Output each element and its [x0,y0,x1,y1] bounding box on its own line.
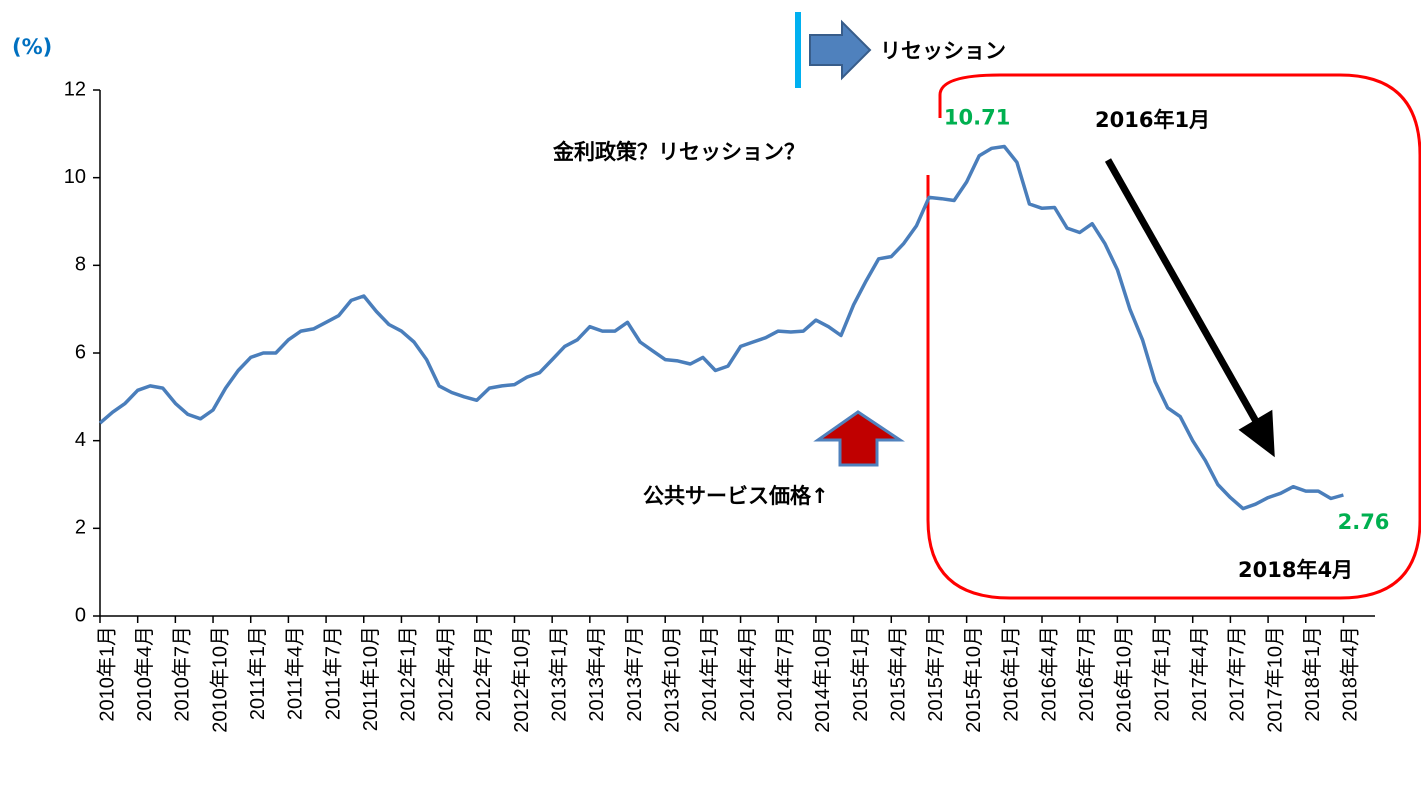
x-tick-label: 2015年10月 [962,626,985,733]
x-tick-label: 2010年7月 [171,626,194,722]
y-tick-label: 6 [75,341,86,363]
data-label: 2.76 [1338,510,1390,534]
data-label: 10.71 [944,106,1010,130]
x-tick-label: 2010年4月 [133,626,156,722]
x-tick-label: 2017年7月 [1226,626,1249,722]
x-tick-label: 2014年4月 [736,626,759,722]
x-tick-label: 2011年4月 [284,626,307,720]
x-tick-label: 2017年1月 [1150,626,1173,722]
up-arrow [813,410,905,467]
x-tick-label: 2011年7月 [321,626,344,720]
x-tick-label: 2012年7月 [472,626,495,722]
x-tick-label: 2016年10月 [1113,626,1136,733]
y-tick-label: 2 [75,517,86,539]
annotation: 2016年1月 [1095,108,1210,132]
y-tick-label: 0 [75,604,86,626]
x-tick-label: 2013年4月 [585,626,608,722]
trend-arrow-head [1238,409,1275,458]
x-tick-label: 2014年7月 [774,626,797,722]
x-tick-label: 2012年4月 [434,626,457,722]
x-tick-label: 2014年10月 [811,626,834,733]
x-tick-label: 2016年7月 [1075,626,1098,722]
x-tick-label: 2010年10月 [208,626,231,733]
x-tick-label: 2013年7月 [623,626,646,722]
x-tick-label: 2018年4月 [1339,626,1362,722]
x-tick-label: 2013年1月 [547,626,570,722]
recession-bar [795,12,801,88]
x-tick-label: 2012年10月 [510,626,533,733]
annotation: リセッション [880,39,1006,63]
x-tick-label: 2016年1月 [1000,626,1023,722]
y-axis-label: (%) [12,35,52,59]
x-tick-label: 2017年10月 [1263,626,1286,733]
highlight-box [926,73,1421,600]
y-tick-label: 10 [64,166,86,188]
y-tick-label: 8 [75,254,86,276]
annotation: 2018年4月 [1238,558,1353,582]
x-tick-label: 2015年7月 [924,626,947,722]
x-tick-label: 2017年4月 [1188,626,1211,722]
recession-arrow [809,19,872,81]
trend-arrow [1104,158,1266,434]
x-tick-label: 2010年1月 [95,626,118,722]
x-tick-label: 2013年10月 [660,626,683,733]
x-tick-label: 2016年4月 [1037,626,1060,722]
x-tick-label: 2015年4月 [887,626,910,722]
annotation: 公共サービス価格↑ [643,484,829,508]
x-tick-label: 2015年1月 [849,626,872,722]
x-tick-label: 2014年1月 [698,626,721,722]
y-tick-label: 4 [75,429,86,451]
x-tick-label: 2011年10月 [359,626,382,731]
y-tick-label: 12 [64,78,86,100]
x-tick-label: 2011年1月 [246,626,269,720]
x-tick-label: 2018年1月 [1301,626,1324,722]
annotation: 金利政策？リセッション？ [552,140,805,164]
line [98,144,1344,511]
x-tick-label: 2012年1月 [397,626,420,722]
